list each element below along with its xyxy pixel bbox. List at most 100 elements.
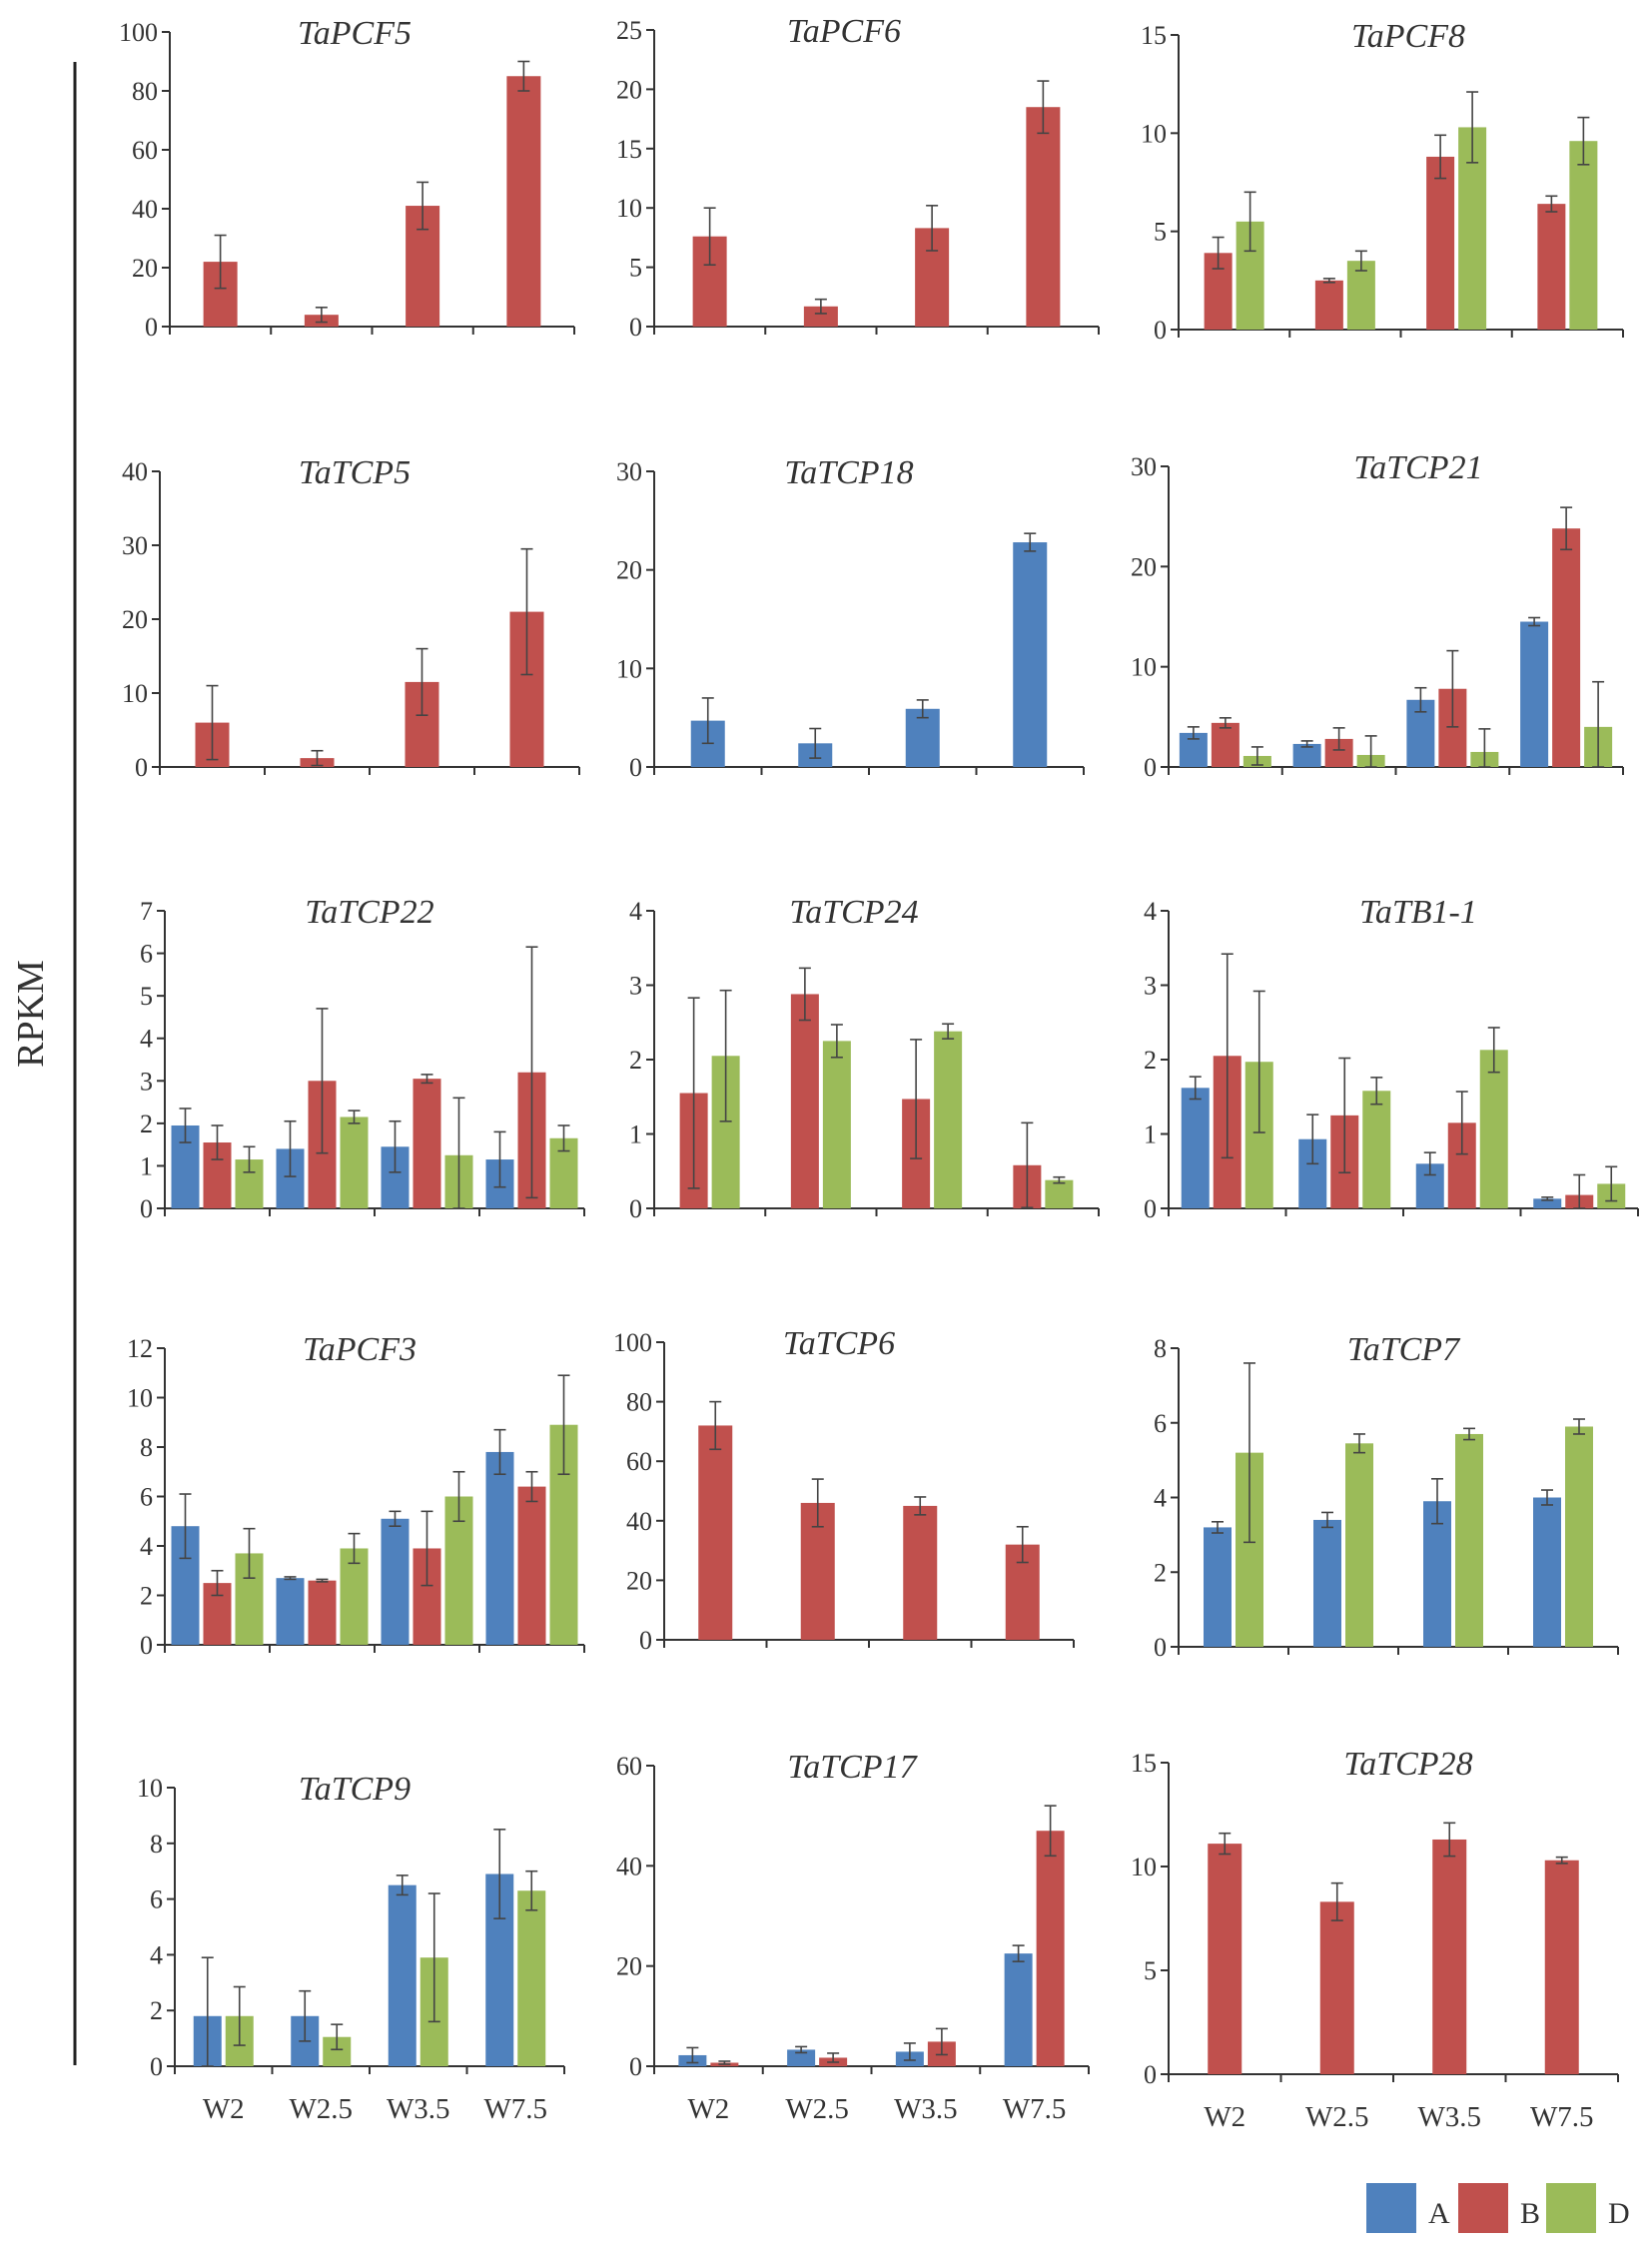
y-tick-label: 0 [639, 1626, 652, 1655]
bar-d-w7.5 [1045, 1179, 1074, 1208]
y-tick-label: 40 [122, 457, 148, 486]
bar-a-w2.5 [276, 1578, 305, 1645]
y-tick-label: 20 [616, 556, 642, 585]
bar-b-w7.5 [1537, 204, 1566, 330]
y-tick-label: 4 [629, 897, 642, 926]
chart-tatcp17: 0 20 40 60 TaTCP17 W2 W2.5 W3.5 W7.5 [616, 1749, 1090, 2125]
y-tick-label: 6 [140, 940, 153, 969]
legend-swatch-d [1546, 2183, 1596, 2233]
y-tick-label: 15 [1131, 1749, 1157, 1778]
y-tick-label: 6 [150, 1885, 163, 1914]
y-tick-label: 1 [629, 1121, 642, 1149]
y-tick-label: 100 [119, 18, 158, 47]
x-tick-label: W7.5 [1530, 2101, 1594, 2133]
y-tick-label: 3 [629, 972, 642, 1001]
x-tick-label: W2.5 [1305, 2101, 1369, 2133]
y-tick-label: 1 [1144, 1121, 1157, 1149]
y-tick-label: 2 [150, 1996, 163, 2025]
x-tick-label: W2.5 [785, 2093, 849, 2125]
chart-title: TaTCP18 [784, 454, 913, 491]
chart-title: TaTCP7 [1347, 1331, 1461, 1368]
chart-title: TaPCF8 [1351, 18, 1465, 55]
bar-b-w3.5 [413, 1079, 441, 1208]
chart-tapcf8: 0 5 10 15 TaPCF8 [1141, 18, 1624, 345]
y-tick-label: 10 [122, 679, 148, 708]
y-tick-label: 4 [140, 1025, 153, 1054]
chart-tatcp28: 0 5 10 15 TaTCP28 W2 W2.5 W3.5 W7.5 [1131, 1746, 1619, 2133]
y-tick-label: 20 [626, 1566, 652, 1595]
y-tick-label: 5 [1154, 218, 1167, 247]
chart-title: TaTCP22 [305, 894, 433, 931]
chart-title: TaTCP24 [789, 894, 918, 931]
y-tick-label: 3 [140, 1067, 153, 1096]
y-tick-label: 80 [626, 1388, 652, 1417]
bar-d-w2.5 [1346, 261, 1375, 330]
x-tick-label: W2 [1204, 2101, 1245, 2133]
y-tick-label: 2 [140, 1110, 153, 1138]
bar-a-w7.5 [1004, 1953, 1033, 2066]
chart-title: TaPCF6 [787, 13, 901, 50]
bar-d-w2.5 [340, 1117, 369, 1208]
legend-label-d: D [1608, 2197, 1630, 2230]
chart-tatcp7: 0 2 4 6 8 TaTCP7 [1154, 1331, 1619, 1662]
chart-tatcp9: 0 2 4 6 8 10 TaTCP9 W2 W2.5 W3.5 W7.5 [137, 1771, 565, 2125]
y-tick-label: 10 [127, 1384, 153, 1413]
chart-tatcp5: 0 10 20 30 40 TaTCP5 [122, 454, 580, 782]
legend-swatch-b [1458, 2183, 1508, 2233]
bar-b-w2 [698, 1425, 733, 1640]
bar-a-w2.5 [1313, 1519, 1341, 1647]
bar-a-w3.5 [1423, 1501, 1451, 1647]
y-tick-label: 80 [132, 77, 158, 106]
bar-d-w7.5 [1569, 141, 1598, 330]
bar-d-w2.5 [822, 1041, 851, 1208]
y-tick-label: 60 [616, 1752, 642, 1781]
bar-d-w3.5 [1479, 1050, 1508, 1208]
y-tick-label: 4 [1154, 1484, 1167, 1513]
bar-b-w2.5 [803, 306, 838, 327]
y-tick-label: 4 [1144, 897, 1157, 926]
bar-b-w2.5 [790, 994, 819, 1208]
bar-a-w3.5 [905, 708, 940, 767]
y-tick-label: 0 [1154, 316, 1167, 345]
y-tick-label: 5 [1144, 1956, 1157, 1985]
y-tick-label: 30 [122, 531, 148, 560]
chart-tatcp24: 0 1 2 3 4 TaTCP24 [629, 894, 1100, 1223]
bar-b-w7.5 [1026, 107, 1061, 327]
chart-title: TaTCP17 [787, 1749, 918, 1786]
y-tick-label: 15 [1141, 21, 1167, 50]
bar-a-w7.5 [1013, 542, 1048, 767]
y-tick-label: 5 [629, 254, 642, 283]
bar-b-w7.5 [517, 1486, 546, 1645]
y-tick-label: 3 [1144, 972, 1157, 1001]
chart-tatb1-1: 0 1 2 3 4 TaTB1-1 [1144, 894, 1639, 1223]
y-tick-label: 0 [629, 2052, 642, 2081]
chart-title: TaPCF5 [298, 15, 412, 52]
chart-tapcf3: 0 2 4 6 8 10 12 TaPCF3 [127, 1331, 585, 1660]
y-tick-label: 10 [1131, 1853, 1157, 1881]
bar-a-w7.5 [1520, 621, 1549, 767]
y-tick-label: 4 [150, 1940, 163, 1969]
y-tick-label: 20 [122, 605, 148, 634]
bar-d-w7.5 [1565, 1426, 1593, 1647]
chart-title: TaPCF3 [303, 1331, 416, 1368]
y-tick-label: 20 [1131, 552, 1157, 581]
y-tick-label: 2 [1154, 1558, 1167, 1587]
y-tick-label: 40 [616, 1852, 642, 1880]
x-tick-label: W2 [687, 2093, 729, 2125]
bar-b-w3.5 [903, 1505, 938, 1640]
x-tick-label: W3.5 [1417, 2101, 1481, 2133]
y-tick-label: 0 [140, 1631, 153, 1660]
y-tick-label: 20 [132, 254, 158, 283]
y-tick-label: 8 [1154, 1334, 1167, 1363]
x-tick-label: W3.5 [894, 2093, 958, 2125]
y-tick-label: 12 [127, 1334, 153, 1363]
bar-b-w3.5 [1426, 156, 1455, 330]
bar-d-w2.5 [340, 1548, 369, 1645]
bar-b-w7.5 [1036, 1831, 1065, 2066]
bar-a-w2.5 [1292, 743, 1321, 767]
bar-a-w3.5 [381, 1518, 410, 1645]
y-tick-label: 20 [616, 75, 642, 104]
y-tick-label: 6 [1154, 1409, 1167, 1438]
y-tick-label: 8 [150, 1830, 163, 1859]
